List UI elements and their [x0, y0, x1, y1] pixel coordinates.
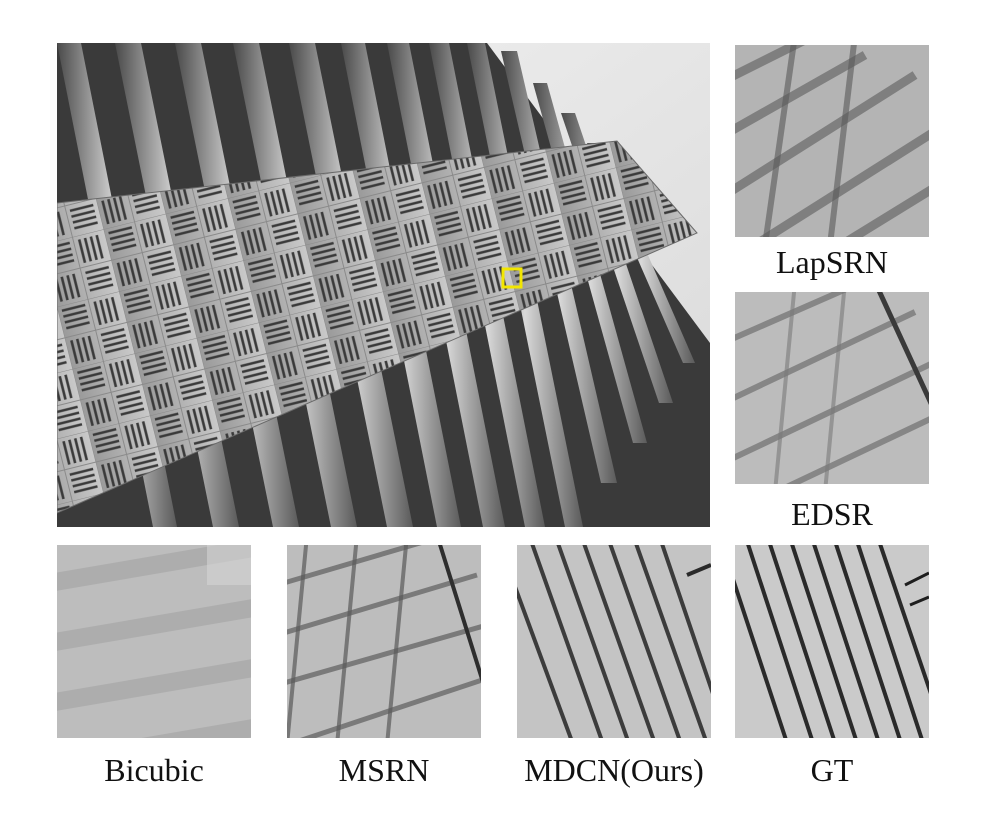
- crop-lapsrn: [735, 45, 929, 237]
- crop-mdcn-svg: [517, 545, 711, 738]
- label-mdcn: MDCN(Ours): [524, 752, 704, 788]
- crop-gt: [735, 545, 929, 738]
- crop-gt-svg: [735, 545, 929, 738]
- crop-bicubic: [57, 545, 251, 738]
- label-gt: GT: [810, 752, 854, 788]
- roi-marker: [501, 267, 523, 289]
- crop-mdcn: [517, 545, 711, 738]
- crop-edsr-svg: [735, 292, 929, 484]
- crop-msrn: [287, 545, 481, 738]
- crop-edsr: [735, 292, 929, 484]
- main-building-svg: [57, 43, 710, 527]
- main-building-image: [57, 43, 710, 527]
- label-edsr: EDSR: [791, 496, 873, 532]
- crop-bicubic-svg: [57, 545, 251, 738]
- label-bicubic: Bicubic: [104, 752, 204, 788]
- crop-lapsrn-svg: [735, 45, 929, 237]
- label-msrn: MSRN: [338, 752, 430, 788]
- checkered-facade-band: [57, 140, 698, 514]
- label-lapsrn: LapSRN: [776, 244, 888, 280]
- crop-msrn-svg: [287, 545, 481, 738]
